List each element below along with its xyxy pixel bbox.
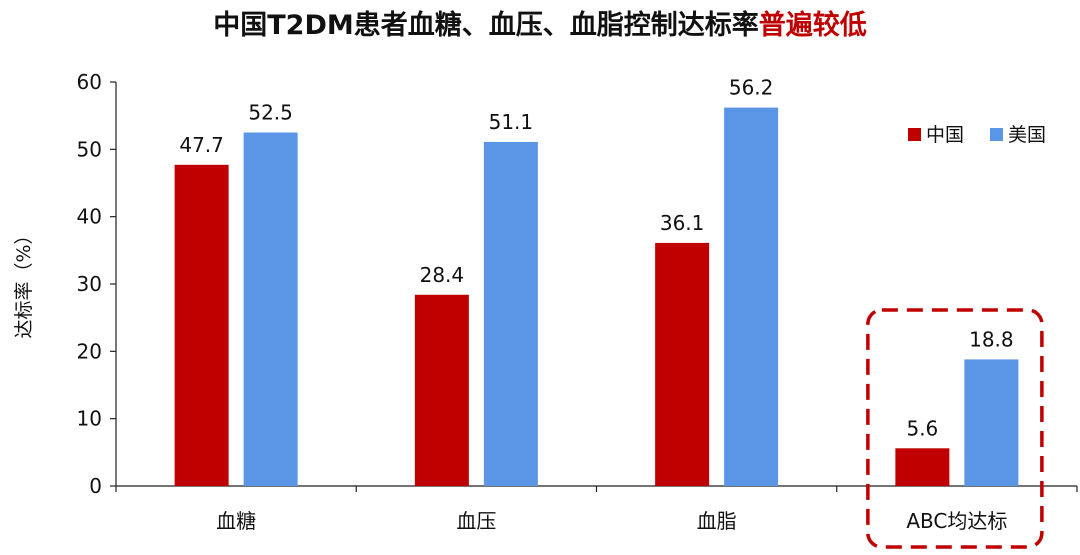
- data-label: 56.2: [729, 76, 774, 100]
- legend-label: 中国: [926, 124, 964, 146]
- title-main: 中国T2DM患者血糖、血压、血脂控制达标率: [213, 10, 759, 41]
- bar-china: [174, 164, 229, 486]
- x-category-label: 血压: [456, 509, 496, 533]
- data-label: 51.1: [489, 110, 534, 134]
- data-label: 28.4: [420, 263, 465, 287]
- x-category-label: 血糖: [216, 509, 256, 533]
- data-label: 36.1: [660, 211, 705, 235]
- y-tick-label: 0: [89, 474, 102, 498]
- y-tick-label: 30: [77, 272, 102, 296]
- bar-china: [655, 242, 710, 486]
- data-label: 5.6: [906, 416, 938, 440]
- bar-usa: [483, 141, 538, 486]
- title-highlight: 普遍较低: [758, 10, 867, 41]
- data-label: 52.5: [248, 101, 293, 125]
- data-label: 47.7: [179, 133, 224, 157]
- y-tick-label: 40: [77, 205, 102, 229]
- bar-usa: [724, 107, 779, 486]
- chart-title: 中国T2DM患者血糖、血压、血脂控制达标率普遍较低: [0, 6, 1080, 46]
- bar-china: [414, 294, 469, 486]
- y-axis-label: 达标率（%）: [13, 225, 35, 338]
- bar-china: [895, 448, 950, 486]
- bar-usa: [964, 359, 1019, 486]
- legend-label: 美国: [1008, 124, 1046, 146]
- y-tick-label: 20: [77, 339, 102, 363]
- x-category-label: ABC均达标: [906, 509, 1007, 533]
- y-tick-label: 50: [77, 137, 102, 161]
- bar-usa: [243, 132, 298, 486]
- legend-swatch: [908, 128, 921, 141]
- legend-swatch: [990, 128, 1003, 141]
- y-tick-label: 60: [77, 70, 102, 94]
- data-label: 18.8: [969, 327, 1014, 351]
- x-category-label: 血脂: [697, 509, 737, 533]
- y-tick-label: 10: [77, 407, 102, 431]
